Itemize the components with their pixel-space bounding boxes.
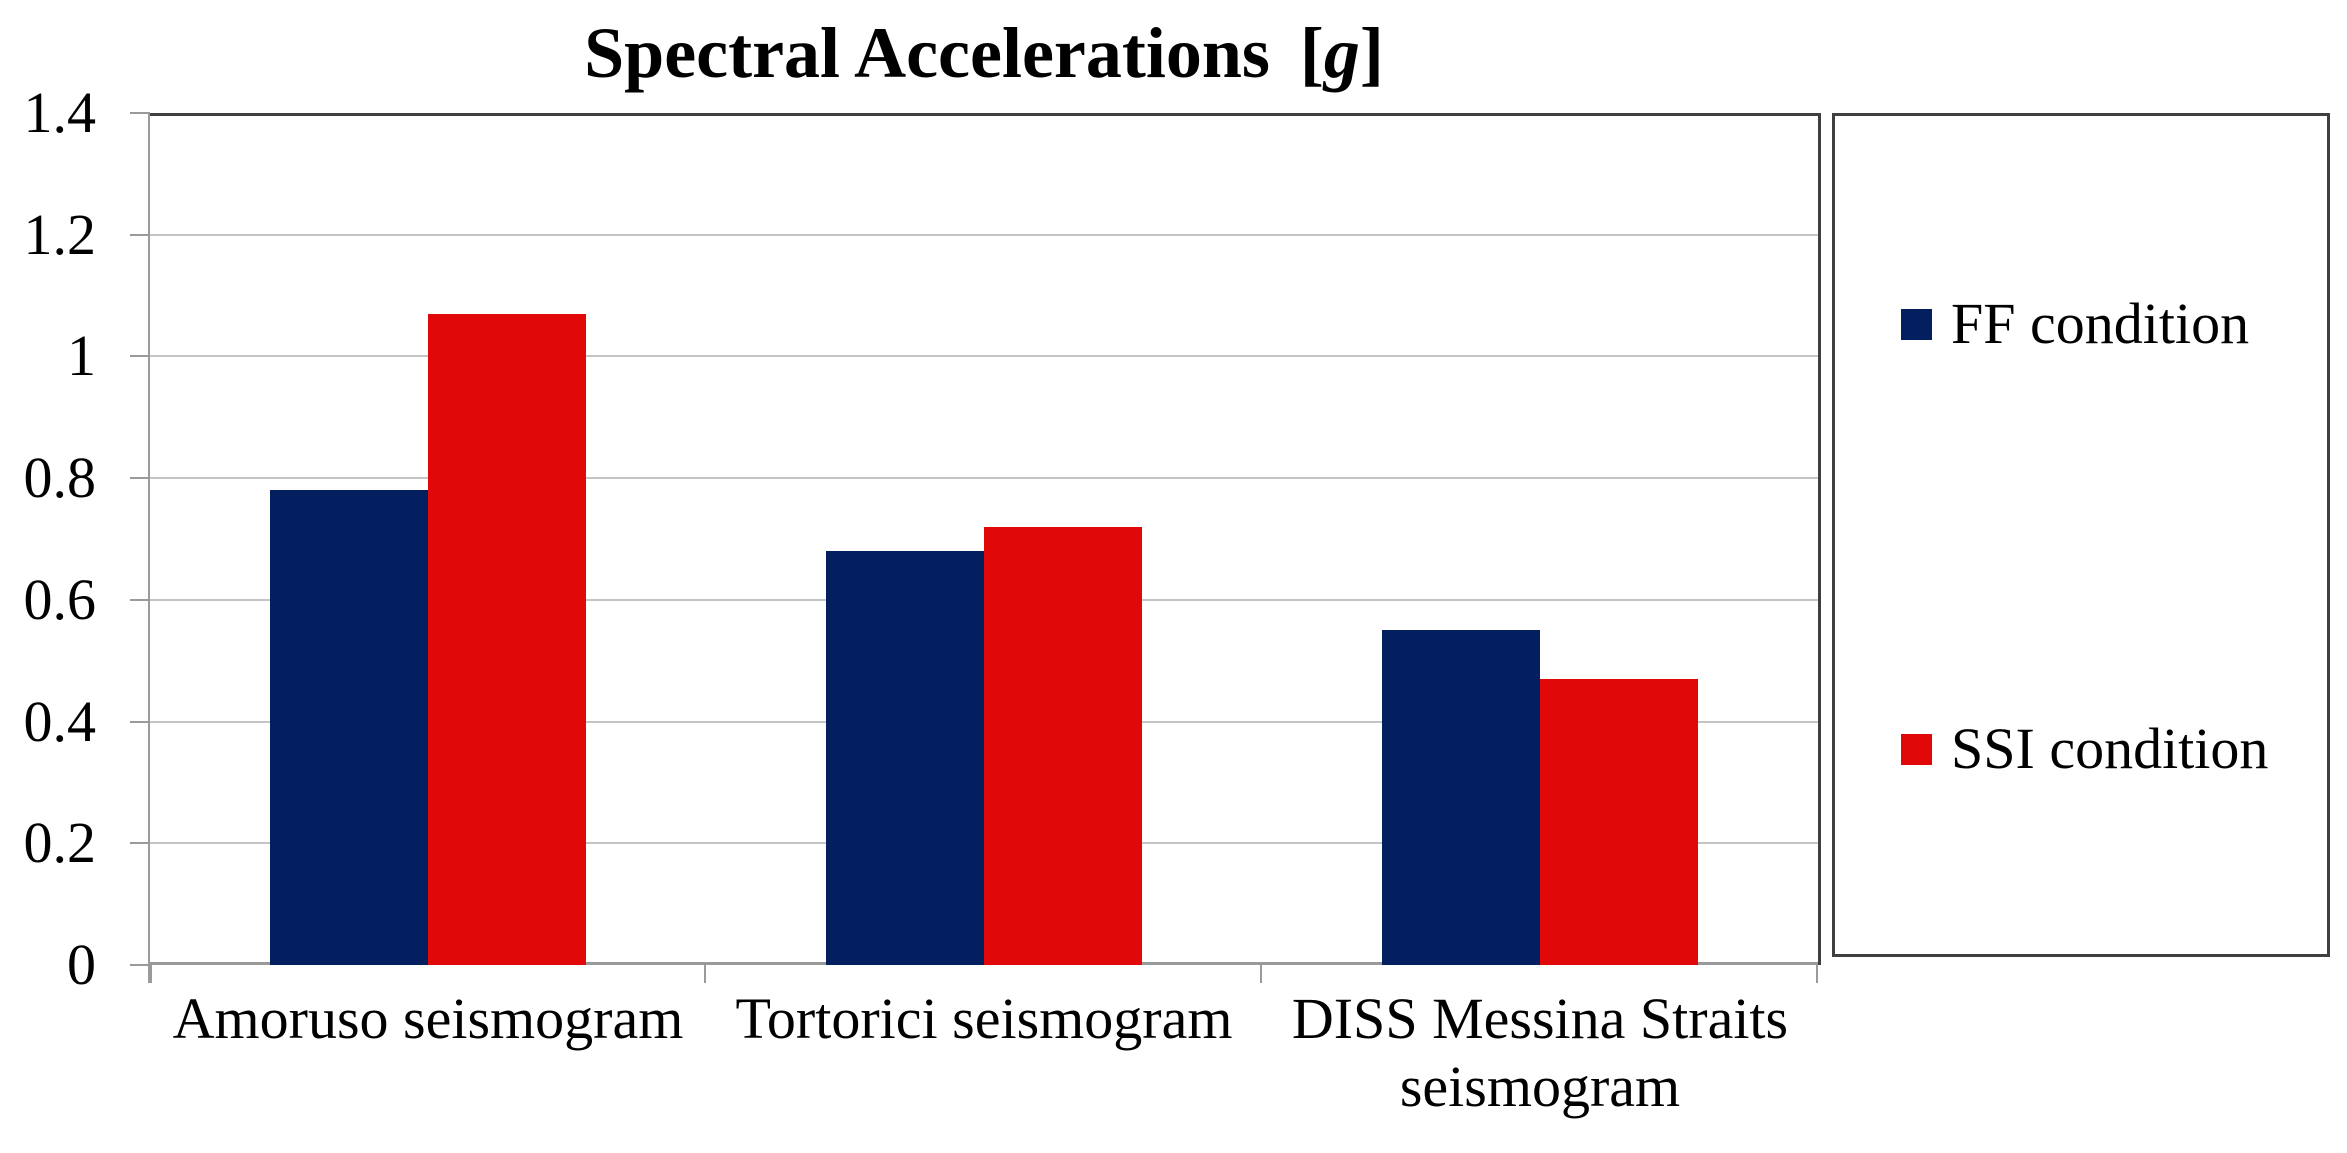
y-tick-label-1: 1 — [67, 323, 96, 389]
plot-area: 0 0.2 0.4 0.6 0.8 1 1.2 1.4 Amoruso seismogram To… — [24, 81, 1821, 1119]
chart-title: Spectral Accelerations [g] — [150, 0, 1818, 106]
chart-title-unit-symbol: g — [1323, 12, 1360, 93]
y-tick-label-0: 0 — [67, 932, 96, 997]
chart-title-bracket-close: ] — [1359, 12, 1384, 93]
legend-item-ff-condition: FF condition — [1901, 291, 2250, 356]
category-label-amoruso-seismogram: Amoruso seismogram — [120, 985, 736, 1053]
y-axis-tick-1.2 — [130, 233, 150, 236]
bar-ff-condition-tortorici-seismogram — [826, 551, 984, 965]
y-tick-label-0.6: 0.6 — [23, 566, 97, 632]
gridline-1 — [150, 355, 1818, 358]
plot-border-right — [1818, 113, 1821, 965]
category-label-line: seismogram — [1399, 1054, 1681, 1119]
bar-ff-condition-amoruso-seismogram — [270, 490, 428, 965]
y-axis-tick-0.8 — [130, 477, 150, 480]
category-label-tortorici-seismogram: Tortorici seismogram — [676, 985, 1292, 1053]
legend-item-label: FF condition — [1951, 291, 2250, 356]
bar-ff-condition-diss-messina-straits-seismogram — [1382, 630, 1540, 965]
y-axis-tick-1.4 — [130, 112, 150, 114]
x-axis-tick-0 — [150, 965, 152, 983]
y-axis-line — [148, 113, 150, 983]
y-axis-tick-0.2 — [130, 842, 150, 845]
category-label-line: Amoruso seismogram — [172, 986, 684, 1051]
bar-ssi-condition-amoruso-seismogram — [428, 313, 586, 965]
y-axis-tick-1 — [130, 355, 150, 358]
category-label-diss-messina-straits-seismogram: DISS Messina Straits seismogram — [1232, 985, 1848, 1121]
x-axis-tick-2 — [1260, 965, 1262, 983]
bar-ssi-condition-tortorici-seismogram — [984, 526, 1142, 965]
legend-swatch-icon-ff-condition — [1901, 308, 1932, 340]
chart-title-unit: [g] — [1300, 12, 1384, 95]
category-label-line: DISS Messina Straits — [1291, 986, 1789, 1051]
y-tick-label-1.2: 1.2 — [23, 201, 97, 267]
bar-ssi-condition-diss-messina-straits-seismogram — [1540, 678, 1698, 965]
plot-border-top — [150, 113, 1821, 116]
legend-swatch-icon-ssi-condition — [1901, 733, 1932, 765]
category-label-line: Tortorici seismogram — [735, 986, 1233, 1051]
legend-box: FF condition SSI condition — [1832, 113, 2330, 957]
x-axis-tick-1 — [704, 965, 706, 983]
y-tick-label-1.4: 1.4 — [23, 80, 97, 145]
legend-item-ssi-condition: SSI condition — [1901, 716, 2269, 781]
gridline-1.2 — [150, 233, 1818, 236]
y-tick-label-0.8: 0.8 — [23, 445, 97, 511]
y-tick-label-0.2: 0.2 — [23, 810, 97, 876]
y-tick-label-0.4: 0.4 — [23, 688, 97, 754]
y-axis-tick-0.4 — [130, 720, 150, 723]
legend-item-label: SSI condition — [1951, 716, 2269, 781]
y-axis-tick-0 — [130, 964, 150, 966]
y-axis-tick-0.6 — [130, 598, 150, 601]
chart-title-text: Spectral Accelerations — [584, 12, 1270, 93]
chart-title-bracket-open: [ — [1299, 12, 1324, 93]
gridline-0.8 — [150, 477, 1818, 480]
x-axis-tick-3 — [1816, 965, 1818, 983]
